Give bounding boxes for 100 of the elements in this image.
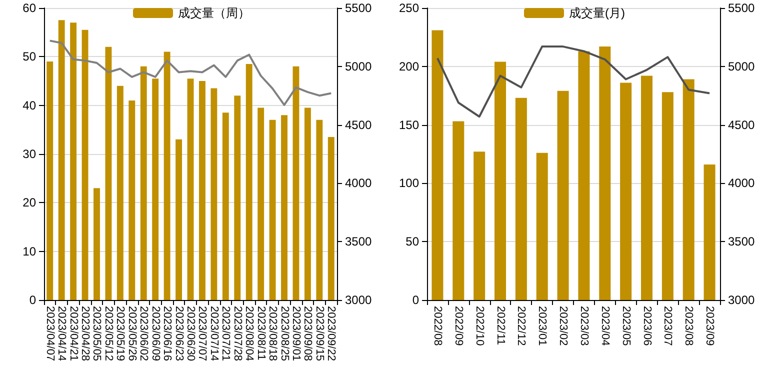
y-tick-label: 10: [22, 244, 36, 258]
bar: [187, 78, 194, 300]
y2-tick-label: 3500: [345, 234, 372, 249]
bar: [94, 188, 100, 300]
x-tick-label: 2022/12: [515, 306, 528, 346]
bar: [152, 78, 159, 300]
y2-tick-label: 4500: [345, 118, 372, 132]
x-tick-label: 2023/07/28: [231, 306, 244, 362]
y-tick-label: 20: [22, 196, 36, 210]
bar: [494, 62, 506, 300]
bar: [164, 52, 170, 300]
y-tick-label: 0: [412, 293, 420, 307]
x-tick-label: 2023/06/09: [149, 306, 162, 362]
bar: [281, 115, 288, 300]
bar: [304, 108, 311, 300]
y2-tick-label: 4000: [345, 176, 372, 190]
bar: [292, 66, 300, 300]
x-tick-label: 2022/09: [452, 306, 464, 346]
x-tick-label: 2023/01: [536, 306, 548, 346]
x-tick-label: 2023/05/05: [90, 306, 103, 362]
bar: [105, 46, 112, 300]
y2-tick-label: 3500: [728, 234, 756, 249]
x-tick-label: 2023/03: [578, 306, 590, 346]
x-tick-label: 2023/07/14: [208, 306, 220, 362]
bar: [316, 120, 323, 300]
x-tick-label: 2023/04/14: [56, 306, 68, 362]
bar: [70, 22, 77, 300]
bar: [198, 81, 206, 300]
bar: [432, 30, 444, 300]
bar: [116, 86, 124, 300]
x-tick-label: 2023/05: [620, 306, 632, 346]
line-series: [48, 40, 332, 106]
x-tick-label: 2023/04/21: [67, 306, 80, 362]
bar: [222, 112, 229, 300]
x-tick-label: 2023/09/01: [290, 306, 302, 362]
x-tick-label: 2023/07/21: [220, 306, 232, 362]
bar: [662, 92, 674, 300]
x-tick-label: 2023/02: [557, 306, 570, 346]
y2-tick-label: 3000: [345, 293, 372, 307]
y2-tick-label: 4500: [728, 118, 756, 132]
y-tick-label: 30: [22, 147, 36, 161]
y-tick-label: 50: [22, 50, 36, 64]
x-tick-label: 2022/10: [473, 306, 486, 346]
y2-tick-label: 5500: [728, 1, 756, 15]
y2-tick-label: 5000: [345, 59, 372, 74]
x-tick-label: 2023/06/23: [172, 306, 185, 362]
bar: [515, 98, 527, 300]
bar: [474, 152, 486, 300]
bar: [140, 66, 147, 300]
y2-tick-label: 4000: [728, 176, 756, 190]
y-tick-label: 40: [22, 98, 36, 112]
x-tick-label: 2023/08/18: [266, 306, 279, 362]
x-tick-label: 2023/05/19: [114, 306, 126, 362]
x-tick-label: 2023/05/12: [102, 306, 114, 362]
y-tick-label: 50: [406, 234, 420, 249]
y-tick-label: 60: [22, 1, 36, 15]
bar: [578, 51, 590, 300]
x-tick-label: 2023/06/30: [184, 306, 196, 362]
x-tick-label: 2023/09/15: [313, 306, 326, 362]
line-series: [436, 46, 711, 118]
x-tick-label: 2023/07: [662, 306, 674, 346]
bar: [704, 164, 716, 300]
legend-label: 成交量(月): [569, 6, 626, 20]
y-tick-label: 200: [398, 59, 420, 74]
bar: [269, 120, 276, 300]
y2-tick-label: 5000: [728, 59, 756, 74]
x-tick-label: 2023/07/07: [196, 306, 208, 362]
bar: [246, 64, 252, 300]
x-tick-label: 2023/04/07: [44, 306, 56, 362]
bar: [176, 139, 182, 300]
x-tick-label: 2023/06: [640, 306, 653, 346]
x-tick-label: 2023/08: [682, 306, 695, 346]
x-tick-label: 2023/08/25: [278, 306, 290, 362]
bar: [557, 90, 569, 300]
x-tick-label: 2023/09/08: [302, 306, 314, 362]
x-tick-label: 2023/09: [704, 306, 716, 346]
x-tick-label: 2023/06/02: [138, 306, 150, 362]
x-tick-label: 2022/11: [494, 306, 506, 345]
x-tick-label: 2023/05/26: [126, 306, 138, 362]
x-tick-label: 2023/06/16: [161, 306, 174, 362]
bar: [640, 76, 653, 300]
bar: [536, 152, 548, 300]
y-tick-label: 150: [398, 118, 420, 132]
bar: [328, 136, 334, 300]
x-tick-label: 2022/08: [431, 306, 444, 346]
x-tick-label: 2023/04/28: [79, 306, 92, 362]
bar: [682, 79, 694, 300]
bar: [452, 121, 464, 300]
bar: [82, 30, 88, 300]
legend-label: 成交量（周）: [178, 6, 250, 20]
bar: [210, 88, 218, 300]
y-tick-label: 0: [29, 293, 36, 307]
x-tick-label: 2023/08/11: [254, 306, 267, 360]
bar: [234, 96, 241, 300]
y2-tick-label: 3000: [728, 293, 756, 307]
x-tick-label: 2023/08/04: [243, 306, 256, 362]
bar: [46, 62, 54, 300]
bar: [58, 20, 65, 300]
bar: [599, 46, 611, 300]
y2-tick-label: 5500: [345, 1, 372, 15]
